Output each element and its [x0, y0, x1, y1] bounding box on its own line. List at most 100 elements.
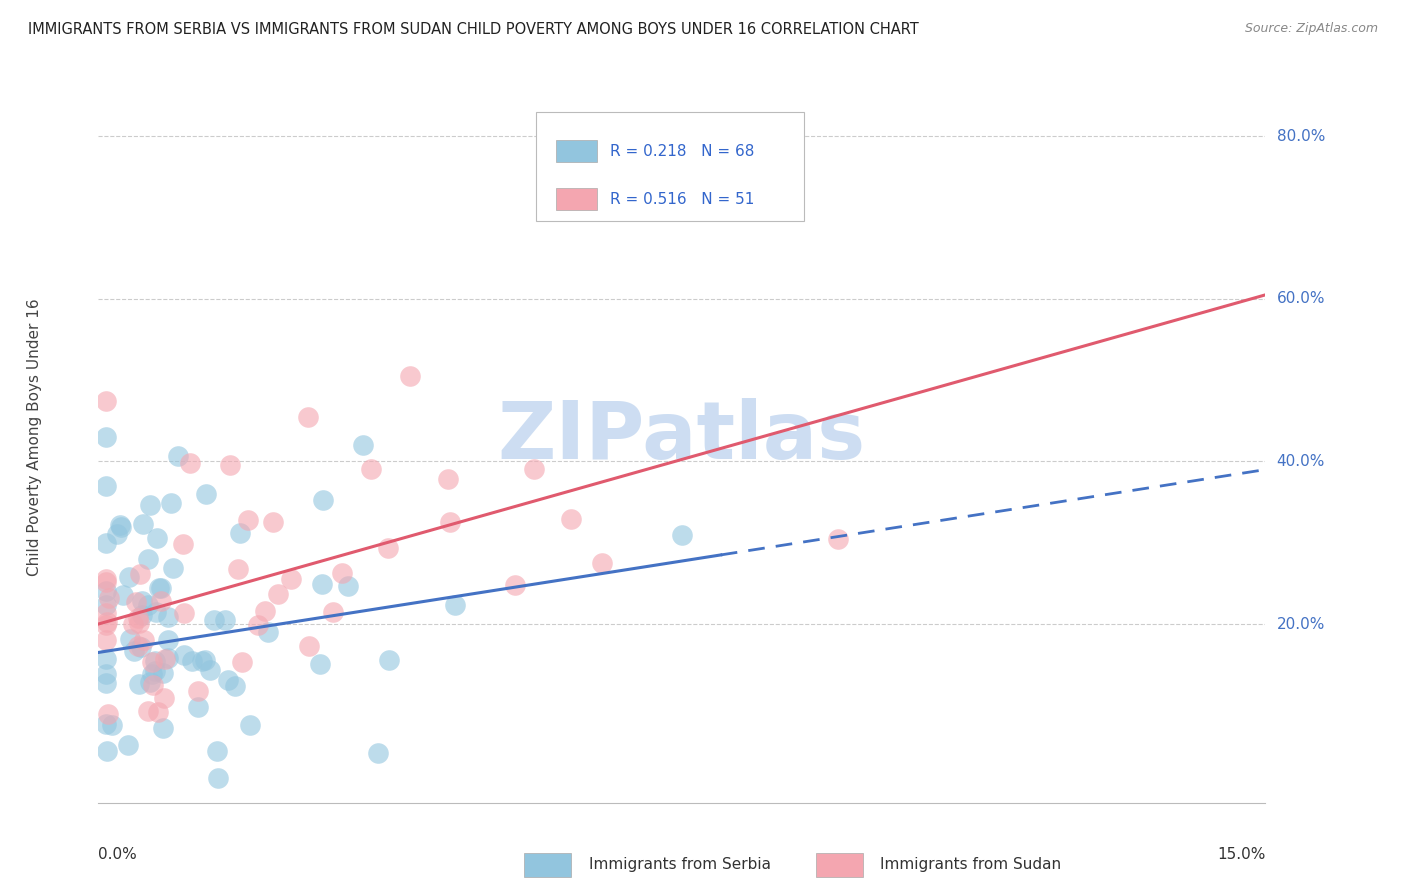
Point [148, 581, 170, 595]
Point [202, 613, 225, 627]
Point [96, 584, 118, 599]
Text: R = 0.516   N = 51: R = 0.516 N = 51 [610, 192, 754, 207]
Point [827, 532, 849, 546]
Point [149, 594, 172, 608]
Point [181, 654, 204, 668]
Point [443, 598, 465, 612]
Text: Source: ZipAtlas.com: Source: ZipAtlas.com [1244, 22, 1378, 36]
Point [129, 640, 152, 654]
Text: Child Poverty Among Boys Under 16: Child Poverty Among Boys Under 16 [27, 298, 42, 576]
Point [205, 744, 228, 758]
Point [98, 591, 121, 605]
Point [100, 718, 122, 732]
Point [439, 515, 461, 529]
Text: 80.0%: 80.0% [1277, 128, 1324, 144]
Point [267, 587, 290, 601]
Point [194, 486, 217, 500]
FancyBboxPatch shape [524, 854, 571, 877]
Point [127, 611, 149, 625]
Point [150, 581, 173, 595]
Point [132, 516, 155, 531]
Point [162, 561, 184, 575]
Point [217, 673, 239, 688]
Point [121, 617, 143, 632]
Point [190, 654, 212, 668]
Point [231, 655, 253, 669]
Point [437, 472, 460, 486]
Point [132, 633, 155, 648]
Point [311, 576, 333, 591]
Point [122, 644, 145, 658]
Point [159, 496, 181, 510]
Text: Immigrants from Sudan: Immigrants from Sudan [880, 857, 1062, 872]
Text: 0.0%: 0.0% [98, 847, 138, 862]
Point [96, 618, 118, 632]
Point [117, 738, 139, 752]
Point [138, 498, 160, 512]
Point [96, 667, 118, 681]
Point [131, 594, 153, 608]
Point [96, 430, 118, 444]
Text: 15.0%: 15.0% [1218, 847, 1265, 862]
Point [187, 683, 209, 698]
Point [378, 652, 401, 666]
Point [246, 617, 269, 632]
Point [591, 556, 613, 570]
Point [172, 537, 194, 551]
Point [125, 595, 148, 609]
FancyBboxPatch shape [555, 188, 596, 211]
Point [96, 572, 118, 586]
Point [141, 655, 163, 669]
Point [330, 566, 353, 580]
Point [128, 567, 150, 582]
Point [145, 605, 167, 619]
Point [297, 409, 319, 424]
Point [142, 678, 165, 692]
Point [280, 572, 302, 586]
Point [96, 599, 118, 613]
FancyBboxPatch shape [555, 140, 596, 162]
Point [156, 650, 179, 665]
Point [763, 194, 786, 209]
Point [187, 700, 209, 714]
Point [96, 744, 118, 758]
Text: ZIPatlas: ZIPatlas [498, 398, 866, 476]
Text: Immigrants from Serbia: Immigrants from Serbia [589, 857, 770, 872]
Point [156, 610, 179, 624]
Point [156, 632, 179, 647]
Point [138, 551, 160, 566]
Point [312, 493, 335, 508]
Point [166, 450, 188, 464]
Point [141, 667, 163, 681]
Point [108, 517, 131, 532]
Point [111, 589, 134, 603]
Point [257, 624, 280, 639]
Point [224, 679, 246, 693]
Point [308, 657, 330, 671]
Point [360, 461, 382, 475]
Point [322, 605, 344, 619]
Point [96, 479, 118, 493]
Point [352, 438, 374, 452]
Point [226, 562, 249, 576]
Point [97, 706, 120, 721]
Point [523, 462, 546, 476]
Point [96, 606, 118, 620]
Point [560, 511, 582, 525]
Point [152, 721, 174, 735]
Point [136, 598, 159, 612]
Point [143, 665, 166, 679]
Point [671, 527, 693, 541]
Point [96, 574, 118, 589]
Point [148, 705, 170, 719]
Point [377, 541, 399, 555]
Point [214, 613, 236, 627]
Point [398, 369, 420, 384]
Text: 40.0%: 40.0% [1277, 454, 1324, 469]
Point [146, 531, 169, 545]
Text: IMMIGRANTS FROM SERBIA VS IMMIGRANTS FROM SUDAN CHILD POVERTY AMONG BOYS UNDER 1: IMMIGRANTS FROM SERBIA VS IMMIGRANTS FRO… [28, 22, 920, 37]
Point [229, 526, 252, 541]
FancyBboxPatch shape [815, 854, 863, 877]
Point [96, 652, 118, 666]
Point [152, 666, 174, 681]
